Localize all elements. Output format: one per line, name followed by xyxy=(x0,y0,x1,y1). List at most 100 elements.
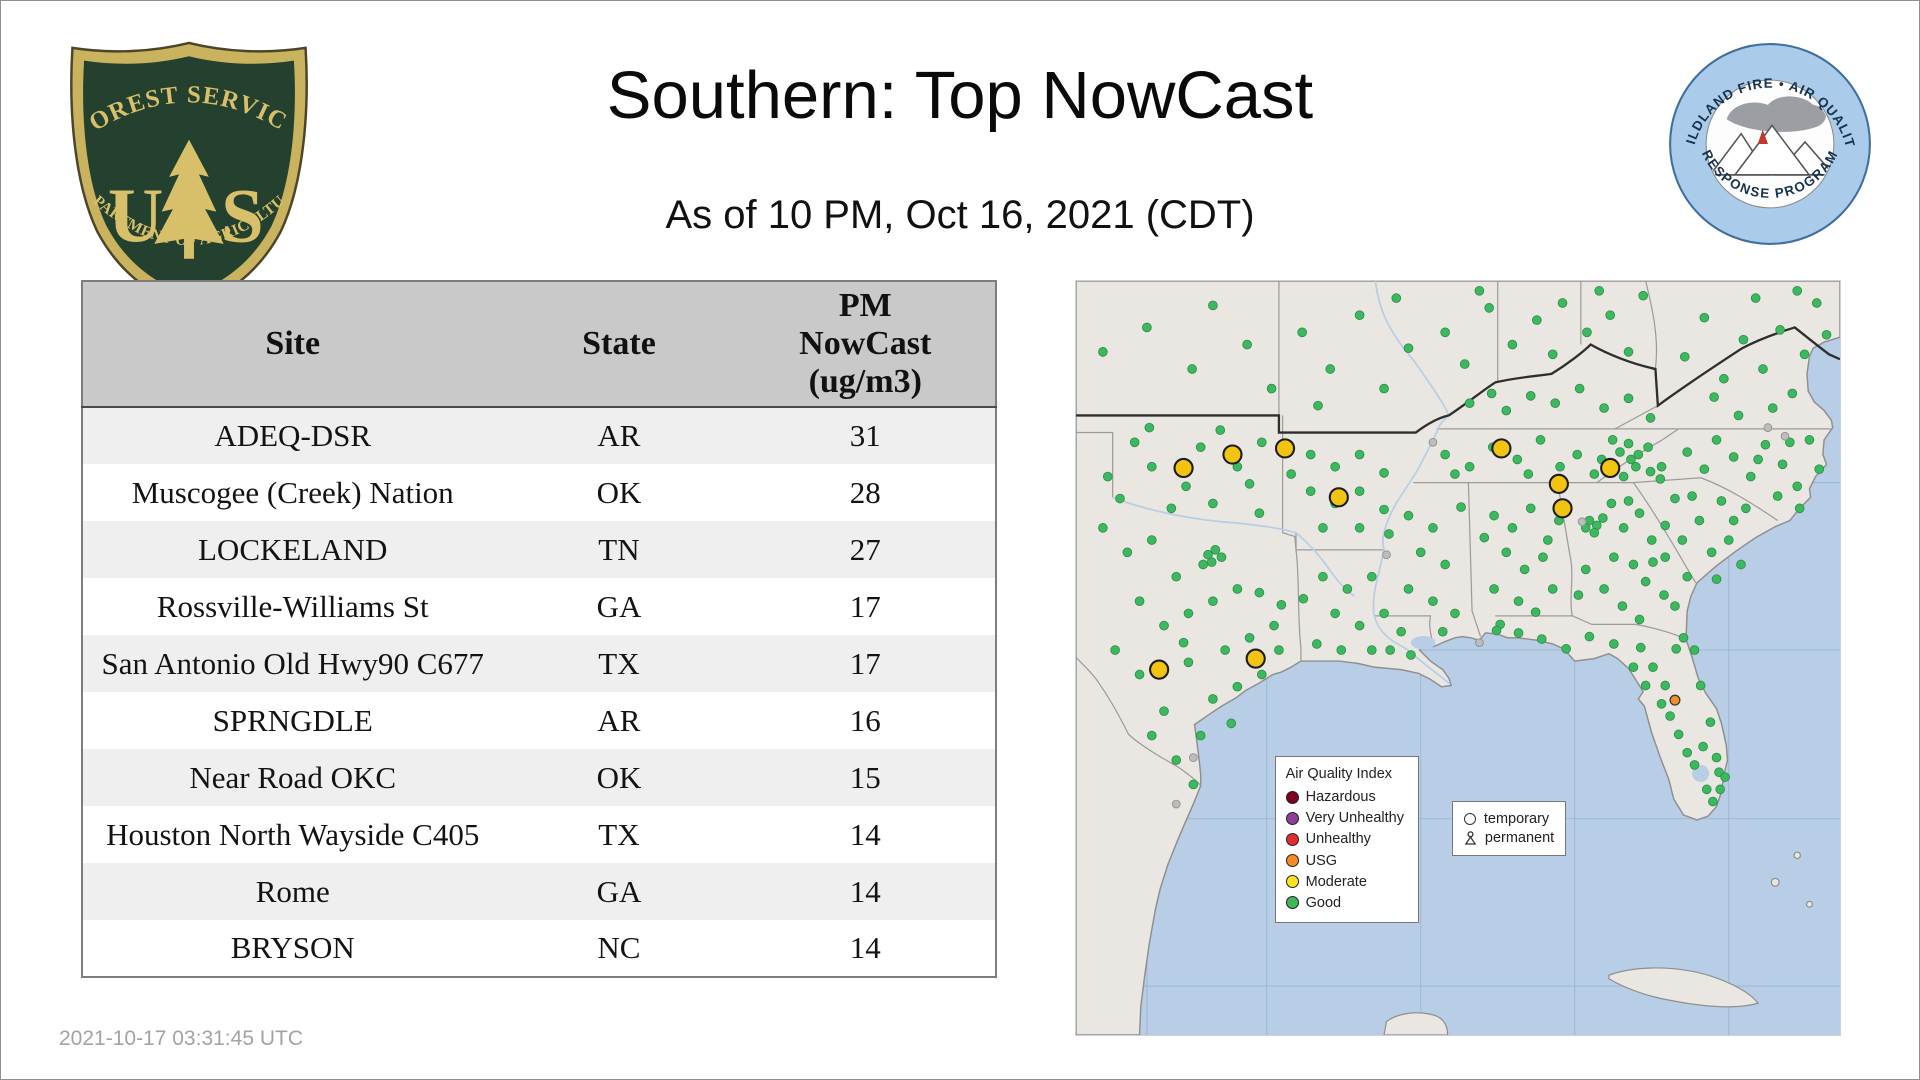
red-river xyxy=(1112,496,1356,597)
site-cell: San Antonio Old Hwy90 C677 xyxy=(101,645,484,681)
aqi-legend-items: Hazardous Very Unhealthy Unhealthy USG Moder… xyxy=(1285,788,1404,912)
state-cell: TX xyxy=(598,816,640,852)
table-row: LOCKELAND TN 27 xyxy=(82,521,996,578)
table-row: San Antonio Old Hwy90 C677 TX 17 xyxy=(82,635,996,692)
table-row: SPRNGDLE AR 16 xyxy=(82,692,996,749)
table-row: Near Road OKC OK 15 xyxy=(82,749,996,806)
state-cell: AR xyxy=(597,418,641,453)
marker-type-legend: temporary permanent xyxy=(1451,801,1567,857)
aqi-legend: Air Quality Index Hazardous Very Unhealth… xyxy=(1274,756,1419,923)
aqi-swatch xyxy=(1285,875,1299,889)
usfs-monogram-u: U xyxy=(108,173,164,258)
nowcast-table-panel: Site State PM NowCast (ug/m3) ADEQ-DSR AR… xyxy=(81,280,997,978)
island xyxy=(1793,851,1802,860)
page-subtitle: As of 10 PM, Oct 16, 2021 (CDT) xyxy=(665,193,1255,237)
state-cell: OK xyxy=(596,474,642,510)
aqi-swatch xyxy=(1285,811,1299,825)
temporary-label: temporary xyxy=(1483,811,1550,828)
aqi-swatch xyxy=(1285,896,1299,910)
good-monitor-markers xyxy=(1098,285,1832,807)
state-cell: GA xyxy=(596,873,642,909)
aqi-label: Hazardous xyxy=(1305,789,1376,806)
value-cell: 14 xyxy=(849,816,881,852)
aqi-swatch xyxy=(1285,790,1299,804)
value-cell: 14 xyxy=(849,930,881,965)
aqi-legend-item: Very Unhealthy xyxy=(1285,809,1404,827)
island xyxy=(1770,877,1780,887)
value-cell: 17 xyxy=(849,645,881,681)
table-row: BRYSON NC 14 xyxy=(82,920,996,977)
fire-lookout-icon xyxy=(1757,129,1768,144)
value-cell: 17 xyxy=(849,588,881,624)
temporary-marker-icon xyxy=(1463,813,1476,826)
aqi-swatch xyxy=(1285,854,1299,868)
state-cell: NC xyxy=(597,930,641,965)
col-header-state: State xyxy=(502,281,736,408)
islands xyxy=(1383,851,1813,1035)
aqi-label: Very Unhealthy xyxy=(1305,810,1404,827)
permanent-label: permanent xyxy=(1484,830,1555,847)
map-canvas xyxy=(1076,281,1840,1035)
state-cell: TN xyxy=(598,531,640,567)
monitor-map: Air Quality Index Hazardous Very Unhealth… xyxy=(1075,280,1841,1036)
aqi-label: Moderate xyxy=(1305,873,1367,890)
aqi-legend-title: Air Quality Index xyxy=(1285,766,1393,783)
aqi-legend-item: Moderate xyxy=(1285,873,1404,891)
site-cell: SPRNGDLE xyxy=(212,702,373,738)
col-header-pm-nowcast: PM NowCast (ug/m3) xyxy=(735,281,996,408)
moderate-monitor-markers xyxy=(1149,438,1621,680)
value-cell: 15 xyxy=(849,759,881,795)
island xyxy=(1805,900,1813,908)
table-row: Houston North Wayside C405 TX 14 xyxy=(82,806,996,863)
aqi-label: Good xyxy=(1305,894,1342,911)
aqi-swatch xyxy=(1285,832,1299,846)
generation-timestamp: 2021-10-17 03:31:45 UTC xyxy=(59,1027,303,1050)
aqi-legend-item: Good xyxy=(1285,894,1404,912)
aqi-label: Unhealthy xyxy=(1305,831,1371,848)
aqi-legend-item: Hazardous xyxy=(1285,788,1404,806)
nowcast-table-body: ADEQ-DSR AR 31 Muscogee (Creek) Nation OK 28 L… xyxy=(82,407,996,977)
value-cell: 28 xyxy=(849,474,881,510)
aqi-label: USG xyxy=(1305,852,1338,869)
aqi-legend-item: Unhealthy xyxy=(1285,830,1404,848)
site-cell: Rossville-Williams St xyxy=(156,588,429,624)
logo-art xyxy=(1708,96,1833,176)
smoke-plume-icon xyxy=(1726,96,1826,132)
aqi-legend-item: USG xyxy=(1285,852,1404,870)
col-header-site: Site xyxy=(82,281,503,408)
site-cell: Muscogee (Creek) Nation xyxy=(131,474,454,510)
state-cell: AR xyxy=(597,702,641,738)
state-cell: OK xyxy=(596,759,642,795)
lake-pontchartrain xyxy=(1410,636,1436,650)
wildland-fire-air-quality-logo: WILDLAND FIRE • AIR QUALITY RESPONSE PRO… xyxy=(1667,41,1871,245)
site-cell: LOCKELAND xyxy=(198,531,388,567)
table-row: Muscogee (Creek) Nation OK 28 xyxy=(82,464,996,521)
table-row: Rossville-Williams St GA 17 xyxy=(82,578,996,635)
temporary-legend-row: temporary xyxy=(1463,811,1554,828)
site-cell: Rome xyxy=(255,873,330,909)
rivers xyxy=(1112,281,1451,685)
usg-monitor-markers xyxy=(1669,694,1681,706)
value-cell: 16 xyxy=(849,702,881,738)
usfs-monogram-s: S xyxy=(221,173,264,258)
mississippi-river xyxy=(1372,281,1451,685)
state-cell: TX xyxy=(598,645,640,681)
site-cell: Near Road OKC xyxy=(189,759,397,795)
usfs-shield-icon: FOREST SERVICE U S DEPARTMENT OF AGRICUL… xyxy=(65,35,308,310)
page-title: Southern: Top NowCast xyxy=(606,58,1314,133)
value-cell: 27 xyxy=(849,531,881,567)
inactive-monitor-markers xyxy=(1171,423,1790,809)
value-cell: 31 xyxy=(849,418,881,453)
state-cell: GA xyxy=(596,588,642,624)
site-cell: Houston North Wayside C405 xyxy=(106,816,480,852)
site-cell: ADEQ-DSR xyxy=(214,418,372,453)
site-cell: BRYSON xyxy=(230,930,355,965)
value-cell: 14 xyxy=(849,873,881,909)
yucatan xyxy=(1383,1012,1449,1035)
permanent-legend-row: permanent xyxy=(1464,830,1554,846)
cuba xyxy=(1608,967,1760,1008)
table-header-row: Site State PM NowCast (ug/m3) xyxy=(82,281,996,408)
pine-tree-icon xyxy=(154,139,224,259)
permanent-marker-icon xyxy=(1464,831,1477,845)
